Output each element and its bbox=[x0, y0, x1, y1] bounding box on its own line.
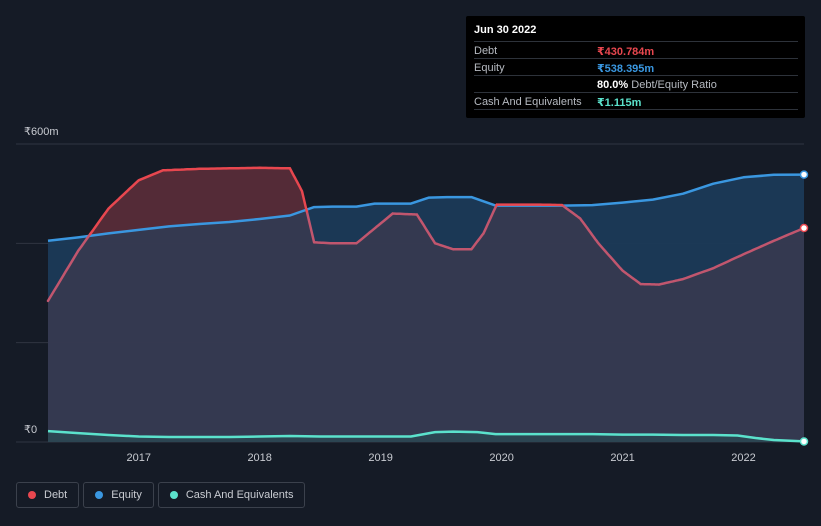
legend-item-equity[interactable]: Equity bbox=[83, 482, 154, 508]
debt-end-point bbox=[799, 223, 809, 233]
y-tick-label: ₹600m bbox=[24, 126, 59, 138]
x-tick-label: 2019 bbox=[368, 452, 392, 464]
x-tick-label: 2020 bbox=[489, 452, 513, 464]
cash-area bbox=[48, 431, 804, 442]
x-tick-label: 2017 bbox=[126, 452, 150, 464]
tooltip-equity-value: ₹538.395m bbox=[597, 63, 655, 75]
line-layer bbox=[46, 166, 806, 443]
debt-area bbox=[48, 167, 804, 443]
legend-label-cash: Cash And Equivalents bbox=[185, 489, 294, 501]
legend-dot-debt bbox=[28, 491, 36, 499]
tooltip-ratio-label: Debt/Equity Ratio bbox=[631, 79, 717, 91]
equity-line bbox=[47, 173, 805, 243]
tooltip-ratio-value: 80.0% bbox=[597, 79, 629, 91]
tooltip-equity-label: Equity bbox=[474, 62, 505, 74]
tooltip-cash-value: ₹1.115m bbox=[597, 97, 642, 109]
tooltip-debt-value: ₹430.784m bbox=[597, 46, 655, 58]
x-tick-label: 2018 bbox=[247, 452, 271, 464]
debt-excess-area bbox=[48, 167, 804, 241]
cash-line bbox=[47, 429, 805, 443]
legend-item-cash[interactable]: Cash And Equivalents bbox=[157, 482, 306, 508]
equity-end-point bbox=[799, 170, 809, 179]
tooltip-ratio: 80.0% Debt/Equity Ratio bbox=[597, 79, 717, 91]
tooltip-cash-label: Cash And Equivalents bbox=[474, 96, 582, 108]
tooltip-debt-label: Debt bbox=[474, 45, 498, 57]
legend-dot-equity bbox=[95, 491, 104, 499]
tooltip-date: Jun 30 2022 bbox=[474, 24, 537, 36]
legend: Debt Equity Cash And Equivalents bbox=[16, 482, 309, 508]
legend-label-debt: Debt bbox=[44, 489, 68, 501]
y-tick-label: ₹0 bbox=[24, 424, 37, 436]
tooltip-row-equity: Equity ₹538.395m bbox=[474, 58, 798, 75]
tooltip-row-ratio: 80.0% Debt/Equity Ratio bbox=[474, 75, 798, 92]
legend-item-debt[interactable]: Debt bbox=[16, 482, 80, 508]
area-layer bbox=[48, 167, 804, 443]
tooltip-row-cash: Cash And Equivalents ₹1.115m bbox=[474, 92, 798, 110]
point-layer bbox=[799, 170, 809, 446]
x-tick-label: 2022 bbox=[731, 452, 755, 464]
x-tick-label: 2021 bbox=[610, 452, 634, 464]
cash-end-point bbox=[799, 437, 809, 446]
tooltip-row-debt: Debt ₹430.784m bbox=[474, 41, 798, 58]
legend-dot-cash bbox=[169, 491, 178, 499]
tooltip-panel: Jun 30 2022 Debt ₹430.784m Equity ₹538.3… bbox=[466, 16, 805, 118]
legend-label-equity: Equity bbox=[111, 489, 142, 501]
axis-layer: ₹600m ₹0 2017 2018 2019 2020 2021 2022 bbox=[24, 126, 756, 464]
debt-line-above-equity bbox=[89, 166, 564, 236]
